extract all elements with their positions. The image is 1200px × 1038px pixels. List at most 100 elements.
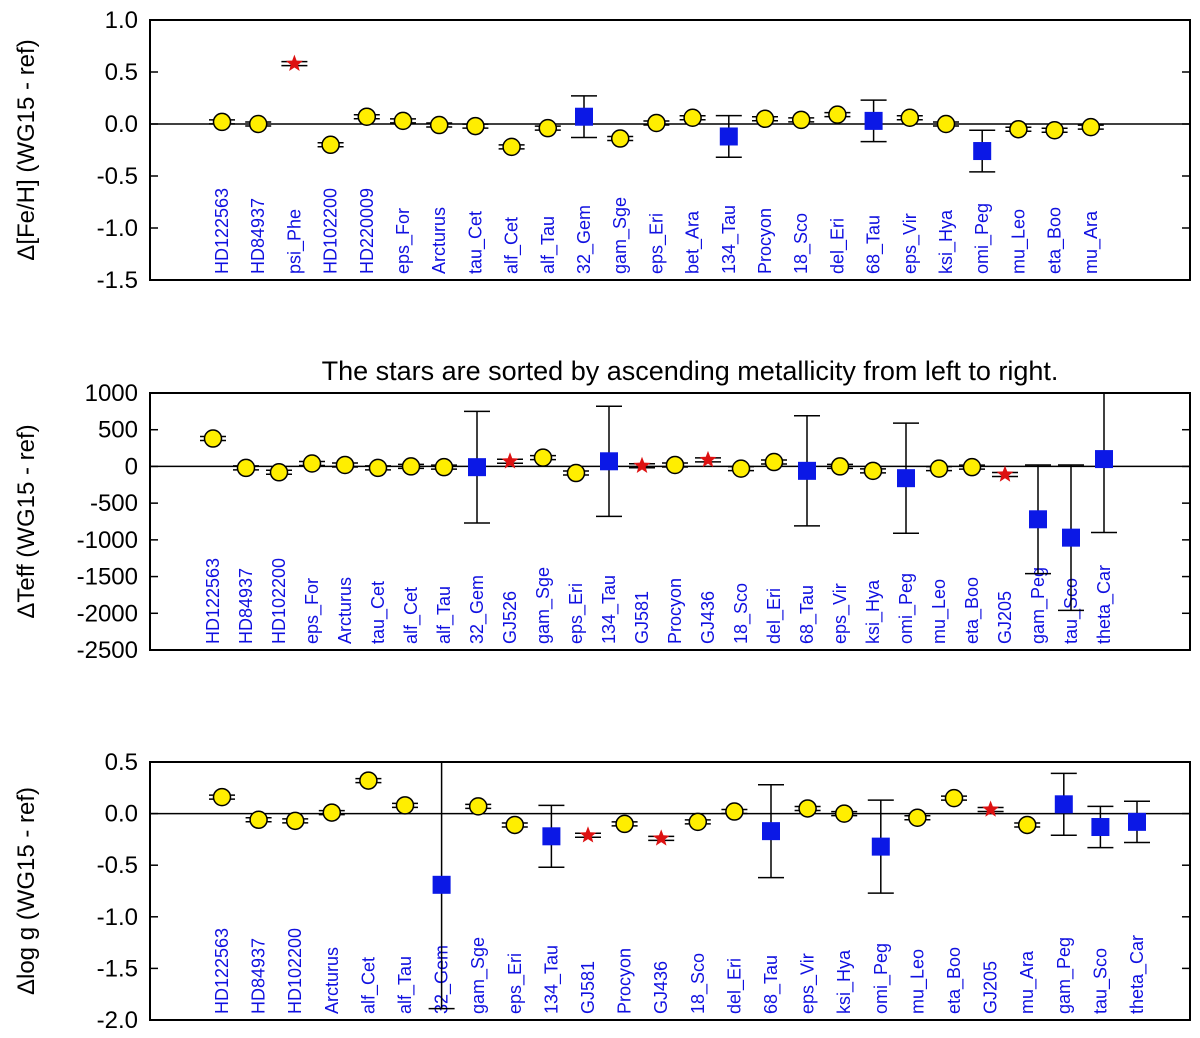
square-marker [762, 822, 780, 841]
panel-3: 0.5 0.0 -0.5 -1.0 -1.5 -2.0 Δlog g (WG15 - ref… [13, 749, 1191, 1034]
circle-marker [212, 112, 232, 132]
circle-marker [357, 107, 377, 126]
plot-frame [149, 761, 1191, 1021]
star-point-mu_Ara: mu_Ara [1077, 117, 1104, 274]
star-name-label: del_Eri [827, 218, 848, 274]
star-point-bet_Ara: bet_Ara [679, 108, 706, 274]
star-name-label: 18_Sco [731, 583, 752, 644]
y-tick-label: 500 [98, 417, 138, 444]
star-point-omi_Peg: omi_Peg [867, 799, 894, 1014]
star-point-Procyon: Procyon [611, 814, 638, 1014]
star-point-gam_Sge: gam_Sge [465, 797, 492, 1014]
star-point-134_Tau: 134_Tau [538, 804, 565, 1014]
star-point-eps_Eri: eps_Eri [643, 113, 670, 274]
star-point-HD122563: HD122563 [200, 429, 226, 644]
circle-marker [791, 110, 811, 130]
star-name-label: omi_Peg [972, 203, 993, 274]
y-tick-label: -2500 [77, 637, 138, 664]
star-name-label: omi_Peg [871, 943, 892, 1014]
star-name-label: mu_Leo [907, 949, 928, 1014]
star-name-label: eps_Eri [646, 213, 667, 274]
circle-marker [302, 454, 322, 473]
circle-marker [321, 135, 340, 155]
star-point-HD220009: HD220009 [353, 107, 380, 274]
star-name-label: GJ205 [981, 961, 1001, 1014]
star-name-label: Procyon [665, 578, 685, 644]
star-name-label: Procyon [615, 948, 635, 1014]
square-marker [1029, 510, 1047, 529]
square-marker [864, 111, 883, 130]
star-point-HD84937: HD84937 [233, 458, 259, 644]
star-point-32_Gem: 32_Gem [428, 762, 455, 1014]
circle-marker [647, 113, 666, 133]
y-tick-label: 0.0 [105, 111, 138, 138]
circle-marker [610, 129, 630, 148]
star-name-label: tau_Sco [1090, 948, 1111, 1014]
star-point-tau_Sco: tau_Sco [1087, 805, 1114, 1014]
square-marker [575, 107, 593, 126]
circle-marker [863, 461, 883, 481]
square-marker [973, 142, 992, 161]
circle-marker [393, 111, 413, 131]
circle-marker [725, 802, 744, 821]
circle-marker [1045, 120, 1064, 140]
circle-marker [335, 455, 355, 475]
star-name-label: HD122563 [212, 928, 232, 1014]
star-name-label: ksi_Hya [834, 949, 855, 1014]
star-name-label: bet_Ara [683, 210, 704, 274]
star-point-GJ526: GJ526 [497, 452, 523, 644]
star-name-label: gam_Sge [468, 937, 489, 1014]
star-marker [501, 452, 519, 469]
star-point-Procyon: Procyon [752, 109, 778, 274]
star-name-label: 134_Tau [599, 575, 620, 644]
circle-marker [1081, 117, 1101, 137]
star-name-label: GJ526 [500, 591, 520, 644]
star-name-label: HD220009 [357, 188, 377, 274]
star-point-Arcturus: Arcturus [318, 803, 345, 1014]
star-point-eps_Vir: eps_Vir [827, 457, 853, 644]
square-marker [1054, 795, 1073, 814]
circle-marker [900, 108, 920, 128]
circle-marker [755, 109, 775, 129]
star-name-label: gam_Peg [1028, 567, 1049, 644]
y-tick-label: -1.5 [97, 955, 138, 982]
star-point-mu_Leo: mu_Leo [904, 808, 931, 1014]
star-name-label: 32_Gem [574, 205, 595, 274]
star-name-label: HD84937 [248, 198, 268, 274]
circle-marker [566, 463, 586, 483]
circle-marker [683, 108, 702, 128]
star-point-eta_Boo: eta_Boo [1041, 120, 1068, 274]
square-marker [468, 458, 486, 477]
star-name-label: ksi_Hya [863, 579, 884, 644]
star-point-eps_Eri: eps_Eri [563, 463, 589, 644]
circle-marker [368, 458, 388, 478]
y-tick-label: -500 [90, 490, 138, 517]
star-point-del_Eri: del_Eri [721, 802, 748, 1014]
star-point-Procyon: Procyon [662, 455, 688, 644]
y-tick-label: 1000 [85, 380, 138, 407]
y-tick-label: -1.0 [97, 215, 138, 242]
star-point-GJ436: GJ436 [695, 450, 721, 644]
plot-frame [149, 19, 1191, 281]
star-point-eps_Vir: eps_Vir [896, 108, 923, 274]
circle-marker [962, 457, 982, 477]
star-point-alf_Tau: alf_Tau [534, 118, 561, 274]
star-name-label: GJ436 [651, 961, 671, 1014]
square-marker [1091, 818, 1110, 837]
star-point-theta_Car: theta_Car [1124, 800, 1150, 1014]
star-name-label: omi_Peg [896, 573, 917, 644]
circle-marker [505, 815, 525, 835]
star-name-label: GJ436 [698, 591, 718, 644]
circle-marker [322, 803, 342, 822]
square-marker [542, 827, 561, 846]
circle-marker [236, 458, 256, 478]
star-point-18_Sco: 18_Sco [684, 812, 711, 1014]
star-point-alf_Cet: alf_Cet [398, 457, 424, 644]
star-point-del_Eri: del_Eri [824, 105, 851, 274]
star-name-label: GJ205 [995, 591, 1015, 644]
star-name-label: eps_Eri [566, 583, 587, 644]
star-name-label: HD102200 [285, 928, 305, 1014]
star-point-32_Gem: 32_Gem [571, 95, 597, 274]
star-name-label: GJ581 [632, 591, 652, 644]
y-tick-label: -2000 [77, 600, 138, 627]
